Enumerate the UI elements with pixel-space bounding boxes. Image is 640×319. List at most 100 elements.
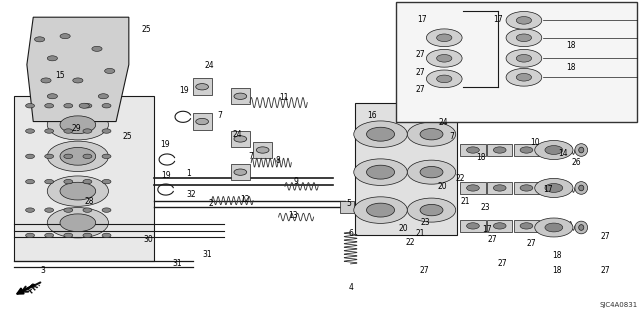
Circle shape [60, 116, 96, 134]
Circle shape [426, 29, 462, 47]
Text: 17: 17 [482, 225, 492, 234]
Circle shape [60, 147, 96, 165]
Circle shape [60, 214, 96, 232]
Circle shape [102, 129, 111, 133]
Circle shape [79, 103, 90, 108]
Text: 27: 27 [497, 259, 507, 268]
Circle shape [520, 185, 533, 191]
Text: 10: 10 [531, 138, 540, 147]
Text: 12: 12 [240, 195, 250, 204]
Circle shape [64, 129, 73, 133]
Text: 7: 7 [249, 152, 253, 161]
Circle shape [104, 69, 115, 73]
Text: 17: 17 [417, 15, 427, 24]
Circle shape [196, 84, 209, 90]
Circle shape [234, 93, 246, 100]
Ellipse shape [575, 144, 588, 156]
Circle shape [516, 55, 532, 62]
Circle shape [506, 69, 541, 86]
Text: 27: 27 [416, 50, 426, 59]
Circle shape [83, 154, 92, 159]
Text: 32: 32 [186, 190, 196, 199]
Text: 25: 25 [142, 25, 152, 34]
Circle shape [426, 70, 462, 88]
Circle shape [506, 49, 541, 67]
Text: 17: 17 [493, 15, 503, 24]
Ellipse shape [575, 221, 588, 234]
Circle shape [535, 141, 573, 160]
Circle shape [45, 233, 54, 238]
Polygon shape [27, 17, 129, 122]
Circle shape [26, 104, 35, 108]
Circle shape [41, 78, 51, 83]
Text: 20: 20 [398, 224, 408, 233]
Bar [460, 144, 486, 156]
Text: 29: 29 [72, 124, 81, 133]
Text: 23: 23 [420, 218, 430, 227]
Circle shape [506, 29, 541, 47]
Circle shape [506, 11, 541, 29]
Text: 18: 18 [566, 41, 576, 49]
Circle shape [234, 136, 246, 142]
Text: 14: 14 [559, 149, 568, 158]
Circle shape [102, 104, 111, 108]
Circle shape [92, 46, 102, 51]
Bar [340, 201, 355, 213]
Circle shape [535, 218, 573, 237]
Text: 5: 5 [346, 199, 351, 208]
Bar [514, 144, 540, 156]
Circle shape [45, 104, 54, 108]
Circle shape [367, 203, 394, 217]
Circle shape [420, 129, 443, 140]
Bar [14, 96, 154, 261]
Circle shape [60, 33, 70, 39]
Bar [193, 113, 212, 130]
Text: 3: 3 [40, 266, 45, 275]
Circle shape [64, 104, 73, 108]
Circle shape [45, 208, 54, 212]
Bar [460, 219, 486, 232]
Circle shape [45, 154, 54, 159]
Text: 21: 21 [416, 229, 426, 238]
Circle shape [436, 34, 452, 41]
Circle shape [47, 56, 58, 61]
Text: 23: 23 [481, 203, 490, 212]
Circle shape [26, 179, 35, 184]
Bar [460, 182, 486, 194]
Text: 27: 27 [420, 266, 429, 275]
Circle shape [535, 178, 573, 197]
Text: 7: 7 [449, 132, 454, 141]
Text: 1: 1 [186, 169, 191, 178]
Circle shape [64, 179, 73, 184]
Text: 16: 16 [367, 111, 377, 120]
Circle shape [407, 160, 456, 184]
Circle shape [99, 94, 108, 99]
Circle shape [520, 147, 533, 153]
Text: 27: 27 [416, 68, 426, 77]
Text: 27: 27 [487, 235, 497, 244]
Circle shape [26, 129, 35, 133]
Text: 27: 27 [527, 239, 536, 248]
Text: 18: 18 [476, 153, 485, 162]
Text: 26: 26 [572, 158, 581, 167]
Circle shape [83, 179, 92, 184]
Text: FR.: FR. [26, 279, 43, 296]
Circle shape [73, 78, 83, 83]
Circle shape [45, 129, 54, 133]
Bar [487, 182, 513, 194]
Circle shape [426, 49, 462, 67]
Text: 6: 6 [348, 229, 353, 238]
Circle shape [47, 176, 108, 206]
Circle shape [64, 154, 73, 159]
Bar [231, 131, 250, 147]
Text: 7: 7 [217, 111, 221, 120]
Circle shape [45, 179, 54, 184]
Circle shape [354, 121, 407, 147]
Circle shape [516, 73, 532, 81]
Text: 4: 4 [348, 283, 353, 292]
Text: 27: 27 [601, 232, 611, 241]
Text: 13: 13 [289, 211, 298, 220]
Circle shape [64, 233, 73, 238]
Circle shape [493, 147, 506, 153]
Text: 11: 11 [280, 93, 289, 102]
